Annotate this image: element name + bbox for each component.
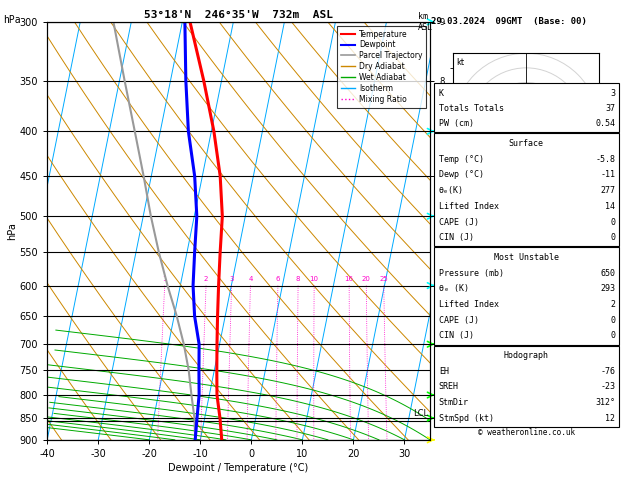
- Text: Lifted Index: Lifted Index: [439, 202, 499, 211]
- Text: 0: 0: [611, 331, 616, 341]
- Text: 650: 650: [601, 269, 616, 278]
- Text: θₑ(K): θₑ(K): [439, 186, 464, 195]
- Y-axis label: hPa: hPa: [7, 222, 17, 240]
- Text: K: K: [439, 88, 444, 98]
- Text: -11: -11: [601, 170, 616, 179]
- Text: CIN (J): CIN (J): [439, 233, 474, 242]
- Text: StmSpd (kt): StmSpd (kt): [439, 414, 494, 423]
- X-axis label: Dewpoint / Temperature (°C): Dewpoint / Temperature (°C): [169, 463, 309, 473]
- Text: Dewp (°C): Dewp (°C): [439, 170, 484, 179]
- Text: Surface: Surface: [509, 139, 543, 148]
- Text: 16: 16: [345, 276, 353, 282]
- Text: 277: 277: [601, 186, 616, 195]
- Text: 3: 3: [611, 88, 616, 98]
- Text: 37: 37: [606, 104, 616, 113]
- Text: Temp (°C): Temp (°C): [439, 155, 484, 164]
- Text: © weatheronline.co.uk: © weatheronline.co.uk: [477, 428, 575, 436]
- Text: km
ASL: km ASL: [418, 12, 433, 32]
- Text: -23: -23: [601, 382, 616, 391]
- Text: EH: EH: [439, 367, 449, 376]
- Text: 20: 20: [362, 276, 370, 282]
- Text: 29.03.2024  09GMT  (Base: 00): 29.03.2024 09GMT (Base: 00): [431, 17, 587, 26]
- Text: 2: 2: [204, 276, 208, 282]
- Text: CAPE (J): CAPE (J): [439, 218, 479, 226]
- Text: -76: -76: [601, 367, 616, 376]
- Text: SREH: SREH: [439, 382, 459, 391]
- Text: kt: kt: [456, 58, 464, 67]
- Text: -5.8: -5.8: [596, 155, 616, 164]
- Text: Hodograph: Hodograph: [504, 351, 548, 360]
- Text: Lifted Index: Lifted Index: [439, 300, 499, 309]
- Text: 25: 25: [379, 276, 388, 282]
- Text: 8: 8: [296, 276, 300, 282]
- Text: 12: 12: [606, 414, 616, 423]
- Text: 10: 10: [309, 276, 319, 282]
- Y-axis label: Mixing Ratio (g/kg): Mixing Ratio (g/kg): [455, 191, 464, 271]
- Text: 0: 0: [611, 218, 616, 226]
- Text: CAPE (J): CAPE (J): [439, 316, 479, 325]
- Text: StmDir: StmDir: [439, 398, 469, 407]
- Text: 312°: 312°: [596, 398, 616, 407]
- Text: 0: 0: [611, 233, 616, 242]
- Text: CIN (J): CIN (J): [439, 331, 474, 341]
- Text: 14: 14: [606, 202, 616, 211]
- Text: Pressure (mb): Pressure (mb): [439, 269, 504, 278]
- Text: θₑ (K): θₑ (K): [439, 284, 469, 294]
- Title: 53°18'N  246°35'W  732m  ASL: 53°18'N 246°35'W 732m ASL: [144, 10, 333, 20]
- Text: LCL: LCL: [413, 409, 428, 418]
- Text: 0: 0: [611, 316, 616, 325]
- Text: 2: 2: [611, 300, 616, 309]
- Text: 3: 3: [230, 276, 234, 282]
- Legend: Temperature, Dewpoint, Parcel Trajectory, Dry Adiabat, Wet Adiabat, Isotherm, Mi: Temperature, Dewpoint, Parcel Trajectory…: [337, 26, 426, 108]
- Text: 6: 6: [276, 276, 280, 282]
- Text: 4: 4: [248, 276, 253, 282]
- Text: Most Unstable: Most Unstable: [494, 253, 559, 262]
- Text: 293: 293: [601, 284, 616, 294]
- Text: PW (cm): PW (cm): [439, 119, 474, 128]
- Text: 0.54: 0.54: [596, 119, 616, 128]
- Text: 1: 1: [162, 276, 167, 282]
- Text: hPa: hPa: [3, 15, 21, 25]
- Text: Totals Totals: Totals Totals: [439, 104, 504, 113]
